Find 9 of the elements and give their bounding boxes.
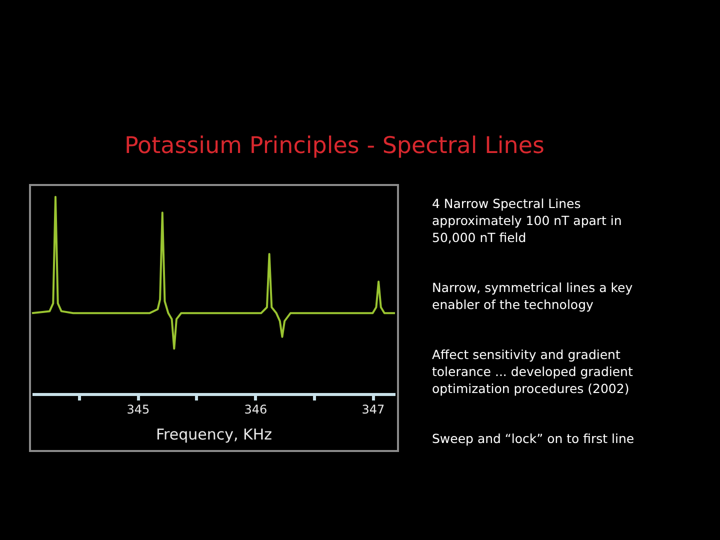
text: Narrow, symmetrical lines a key enabler of the technology <box>432 280 634 312</box>
x-tick-label: 347 <box>362 402 385 416</box>
text: Affect sensitivity and gradient tolerance ... developed gradient optimization procedures (2002) <box>432 347 633 396</box>
x-axis-title: Frequency, KHz <box>156 426 272 444</box>
chart-title: Potassium Principles - Spectral Lines <box>124 133 545 159</box>
text: 4 Narrow Spectral Lines approximately 100 nT apart in 50,000 nT field <box>432 196 622 245</box>
x-tick-label: 345 <box>126 402 150 416</box>
x-tick-label: 346 <box>244 402 268 416</box>
text: Sweep and “lock” on to first line <box>432 431 634 446</box>
